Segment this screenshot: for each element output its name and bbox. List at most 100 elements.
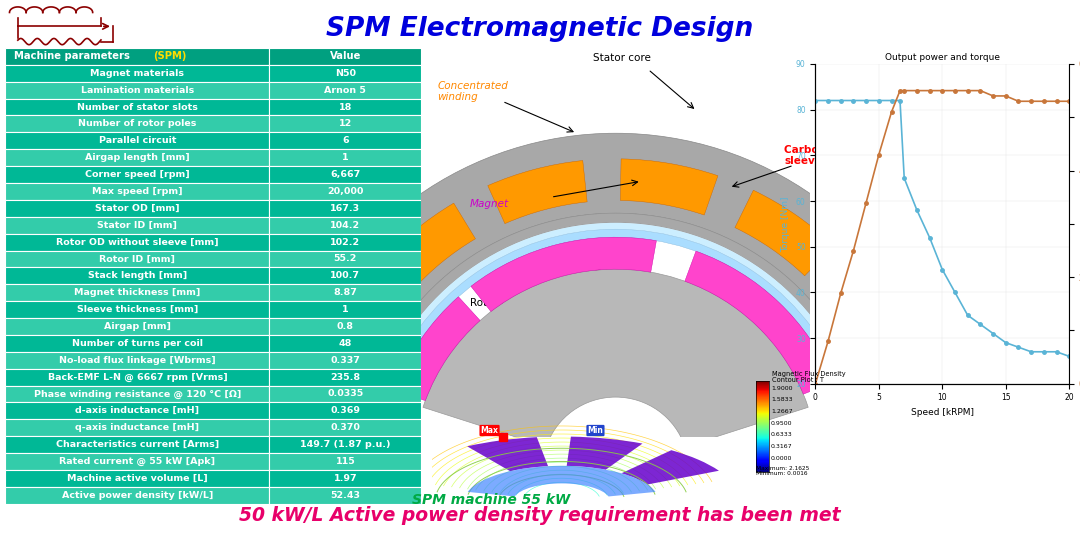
Text: 0.9500: 0.9500 <box>771 421 793 426</box>
Bar <box>269 217 421 233</box>
Text: 55.2: 55.2 <box>334 254 357 263</box>
Bar <box>269 200 421 217</box>
Bar <box>5 335 269 352</box>
Bar <box>5 132 269 149</box>
Wedge shape <box>468 466 656 496</box>
Bar <box>5 99 269 116</box>
Text: 115: 115 <box>336 457 355 466</box>
Bar <box>5 268 269 284</box>
Bar <box>269 268 421 284</box>
Text: Number of turns per coil: Number of turns per coil <box>72 339 203 348</box>
Bar <box>269 470 421 487</box>
Text: Rotor ID [mm]: Rotor ID [mm] <box>99 254 175 263</box>
Text: 18: 18 <box>339 102 352 111</box>
Bar <box>269 183 421 200</box>
Bar <box>5 419 269 436</box>
Text: SPM Electromagnetic Design: SPM Electromagnetic Design <box>326 16 754 42</box>
Text: 1: 1 <box>342 305 349 314</box>
Wedge shape <box>384 229 847 398</box>
Wedge shape <box>369 213 862 393</box>
Wedge shape <box>685 251 834 394</box>
Text: 104.2: 104.2 <box>330 221 361 230</box>
Text: Carbon fiber
sleeve: Carbon fiber sleeve <box>784 145 858 166</box>
Wedge shape <box>620 159 718 215</box>
Bar <box>269 419 421 436</box>
Text: Active power density [kW/L]: Active power density [kW/L] <box>62 491 213 500</box>
Text: 1.97: 1.97 <box>334 474 357 483</box>
Bar <box>5 369 269 385</box>
Text: Machine active volume [L]: Machine active volume [L] <box>67 474 207 483</box>
Wedge shape <box>313 296 390 395</box>
Text: Parallel circuit: Parallel circuit <box>98 136 176 146</box>
Bar <box>5 82 269 99</box>
Wedge shape <box>378 203 475 293</box>
Text: 0.369: 0.369 <box>330 406 361 415</box>
Text: 235.8: 235.8 <box>330 373 361 382</box>
Text: 0.6333: 0.6333 <box>771 432 793 438</box>
Bar <box>269 251 421 268</box>
Bar <box>269 166 421 183</box>
Text: Magnet: Magnet <box>470 199 509 208</box>
Text: Magnet materials: Magnet materials <box>91 69 185 78</box>
Text: Min: Min <box>588 426 604 435</box>
Bar <box>269 132 421 149</box>
Wedge shape <box>395 297 481 401</box>
Text: Value: Value <box>329 51 361 61</box>
Bar <box>269 436 421 453</box>
Text: No-load flux linkage [Wbrms]: No-load flux linkage [Wbrms] <box>59 356 216 365</box>
Text: Number of stator slots: Number of stator slots <box>77 102 198 111</box>
Text: Magnet thickness [mm]: Magnet thickness [mm] <box>75 288 201 297</box>
Text: Characteristics current [Arms]: Characteristics current [Arms] <box>56 440 219 449</box>
Text: 48: 48 <box>339 339 352 348</box>
Bar <box>269 99 421 116</box>
Wedge shape <box>423 269 808 447</box>
Bar <box>5 149 269 166</box>
Text: (SPM): (SPM) <box>153 51 187 61</box>
Bar <box>5 65 269 82</box>
Text: Contour Plot : T: Contour Plot : T <box>772 377 824 383</box>
Bar <box>269 402 421 419</box>
Text: 167.3: 167.3 <box>330 204 361 213</box>
Wedge shape <box>567 437 643 470</box>
Bar <box>5 217 269 233</box>
Text: 20,000: 20,000 <box>327 187 364 196</box>
Text: 1.9000: 1.9000 <box>771 385 793 391</box>
Text: d-axis inductance [mH]: d-axis inductance [mH] <box>76 406 200 415</box>
Text: Stator core: Stator core <box>593 53 651 63</box>
Bar <box>269 65 421 82</box>
Bar <box>269 82 421 99</box>
Text: Max speed [rpm]: Max speed [rpm] <box>92 187 183 196</box>
Bar <box>5 402 269 419</box>
Bar <box>269 352 421 369</box>
Text: 12: 12 <box>339 119 352 128</box>
Text: Max: Max <box>481 426 499 435</box>
Bar <box>269 116 421 132</box>
Bar <box>269 487 421 504</box>
Text: 102.2: 102.2 <box>330 238 361 247</box>
Text: Concentrated
winding: Concentrated winding <box>437 81 509 102</box>
Bar <box>269 149 421 166</box>
Text: Stator OD [mm]: Stator OD [mm] <box>95 204 179 213</box>
Bar <box>269 318 421 335</box>
Text: 0.0000: 0.0000 <box>771 456 793 461</box>
Y-axis label: Torque [Nm]: Torque [Nm] <box>781 196 791 252</box>
Text: Airgap [mm]: Airgap [mm] <box>104 322 171 331</box>
Text: 8.87: 8.87 <box>334 288 357 297</box>
Bar <box>5 233 269 251</box>
Bar <box>5 385 269 402</box>
Bar <box>5 48 269 65</box>
Text: Minimum: 0.0016: Minimum: 0.0016 <box>756 471 808 477</box>
Bar <box>5 183 269 200</box>
Wedge shape <box>468 437 548 471</box>
Bar <box>5 352 269 369</box>
Bar <box>269 284 421 301</box>
Bar <box>5 166 269 183</box>
Text: 0.337: 0.337 <box>330 356 361 365</box>
Wedge shape <box>621 450 719 484</box>
Text: 1: 1 <box>342 153 349 162</box>
Bar <box>269 369 421 385</box>
Text: 0.370: 0.370 <box>330 423 361 432</box>
Text: Sleeve thickness [mm]: Sleeve thickness [mm] <box>77 305 198 314</box>
Text: Airgap length [mm]: Airgap length [mm] <box>85 153 190 162</box>
Wedge shape <box>827 274 909 373</box>
